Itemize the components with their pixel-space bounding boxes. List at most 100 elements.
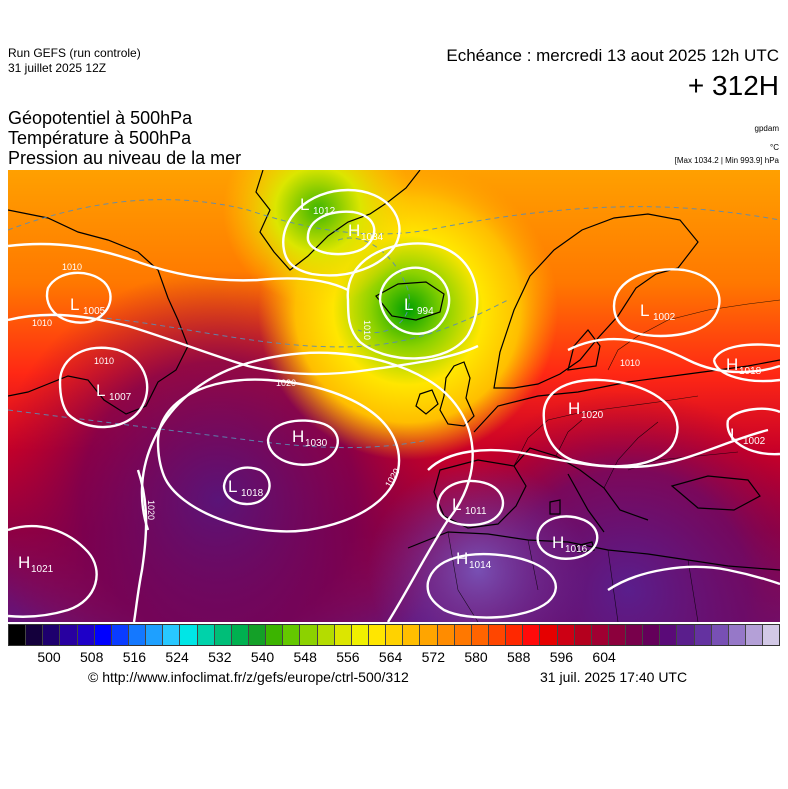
title-pressure: Pression au niveau de la mer — [8, 148, 242, 168]
isobar-1018-low — [222, 466, 271, 506]
forecast-valid-time: Echéance : mercredi 13 aout 2025 12h UTC — [446, 46, 779, 65]
isobar-label: 1010 — [620, 358, 640, 368]
pressure-center-value: 994 — [417, 306, 434, 317]
isobar-southeast — [607, 565, 780, 591]
low-pressure-center: L 1002 — [730, 425, 766, 447]
colorbar-swatch — [334, 625, 352, 645]
colorbar-swatch — [471, 625, 489, 645]
high-pressure-center: H 1021 — [18, 553, 54, 575]
pressure-center-value: 1012 — [313, 206, 336, 217]
colorbar-swatch — [591, 625, 609, 645]
pressure-center-symbol: H — [456, 549, 468, 568]
colorbar-swatch — [403, 625, 421, 645]
colorbar-swatch — [146, 625, 164, 645]
colorbar-swatch — [180, 625, 198, 645]
isobar-1007-low — [58, 346, 149, 429]
colorbar-swatch — [437, 625, 455, 645]
high-pressure-center: H 1034 — [348, 221, 384, 243]
colorbar-swatch — [386, 625, 404, 645]
colorbar-tick-label: 564 — [378, 649, 403, 665]
isobar-labels: 1010 1010 1010 1020 1020 1020 1010 1010 — [32, 262, 640, 520]
colorbar-swatch — [540, 625, 558, 645]
isobar-east-high — [712, 343, 780, 383]
low-pressure-center: L 1005 — [70, 295, 106, 317]
isobar-scandinavia-low — [612, 268, 721, 338]
pressure-center-symbol: H — [568, 399, 580, 418]
pressure-center-symbol: L — [640, 301, 649, 320]
colorbar-swatch — [351, 625, 369, 645]
title-geopotential: Géopotentiel à 500hPa — [8, 108, 193, 128]
unit-gpdam: gpdam — [754, 124, 779, 133]
isobar-1020-atlantic — [156, 378, 401, 533]
colorbar-swatch — [300, 625, 318, 645]
colorbar-swatch — [214, 625, 232, 645]
pressure-center-symbol: H — [348, 221, 360, 240]
high-pressure-center: H 1018 — [726, 355, 762, 377]
low-pressure-center: L 994 — [404, 295, 434, 317]
colorbar-swatch — [694, 625, 712, 645]
isobar-label: 1020 — [146, 500, 156, 520]
isobar-africa-high — [426, 552, 557, 619]
colorbar-tick-label: 548 — [293, 649, 317, 665]
weather-map: 1010 1010 1010 1020 1020 1020 1010 1010 … — [8, 170, 780, 622]
high-pressure-center: H 1030 — [292, 427, 328, 449]
isobar-label: 1010 — [94, 356, 114, 366]
title-temperature: Température à 500hPa — [8, 128, 192, 148]
colorbar-swatch — [317, 625, 335, 645]
generation-timestamp: 31 juil. 2025 17:40 UTC — [540, 669, 688, 685]
colorbar-swatch — [728, 625, 747, 645]
isobar-around-994-low-inner — [378, 266, 451, 335]
colorbar-swatch — [711, 625, 729, 645]
pressure-center-symbol: H — [292, 427, 304, 446]
colorbar-swatch — [163, 625, 181, 645]
run-label: Run GEFS (run controle) — [8, 46, 141, 60]
isobar-1020-big — [140, 351, 474, 622]
pressure-center-symbol: L — [96, 381, 105, 400]
colorbar-tick-label: 500 — [37, 649, 61, 665]
isobar-label: 1010 — [62, 262, 82, 272]
pressure-center-symbol: H — [726, 355, 738, 374]
north-africa-coast — [407, 531, 780, 571]
baltic-detail — [567, 329, 601, 371]
colorbar-swatch — [574, 625, 592, 645]
isobar-balkan-high — [536, 515, 599, 560]
colorbar-swatch — [128, 625, 147, 645]
colorbar-swatch — [608, 625, 627, 645]
colorbar-tick-label: 532 — [208, 649, 232, 665]
isobar-mediterranean — [427, 428, 769, 471]
colorbar-swatch — [197, 625, 215, 645]
isobar-around-994-low-outer — [346, 242, 479, 360]
copyright-link[interactable]: © http://www.infoclimat.fr/z/gefs/europe… — [88, 669, 409, 685]
high-pressure-center: H 1016 — [552, 533, 588, 555]
low-pressure-center: L 1007 — [96, 381, 132, 403]
colorbar-swatch — [506, 625, 524, 645]
colorbar-swatch — [488, 625, 507, 645]
british-isles — [415, 361, 475, 427]
colorbar-tick-label: 540 — [250, 649, 275, 665]
pressure-center-value: 1005 — [83, 306, 106, 317]
pressure-center-symbol: L — [404, 295, 413, 314]
isobar-label: 1020 — [276, 378, 296, 388]
pressure-center-value: 1014 — [469, 560, 492, 571]
pressure-center-symbol: H — [18, 553, 30, 572]
colorbar-tick-label: 580 — [464, 649, 488, 665]
mediterranean-islands — [549, 499, 595, 553]
pressure-center-symbol: L — [452, 495, 461, 514]
colorbar-swatch — [660, 625, 678, 645]
colorbar-tick-label: 588 — [507, 649, 531, 665]
low-pressure-center: L 1012 — [300, 195, 336, 217]
pressure-center-value: 1011 — [465, 506, 487, 517]
isobar-1010-north — [8, 242, 349, 292]
iceland-coast — [375, 281, 445, 321]
coastlines — [8, 170, 780, 571]
colorbar-swatch — [643, 625, 661, 645]
unit-celsius: °C — [770, 143, 779, 152]
run-date: 31 juillet 2025 12Z — [8, 61, 107, 75]
colorbar-tick-label: 556 — [336, 649, 360, 665]
pressure-range: [Max 1034.2 | Min 993.9] hPa — [674, 156, 779, 165]
colorbar-tick-label: 524 — [165, 649, 189, 665]
colorbar-swatch — [266, 625, 284, 645]
pressure-center-symbol: H — [552, 533, 564, 552]
temperature-colorbar — [8, 624, 780, 646]
isobar-1005-low — [45, 271, 112, 324]
